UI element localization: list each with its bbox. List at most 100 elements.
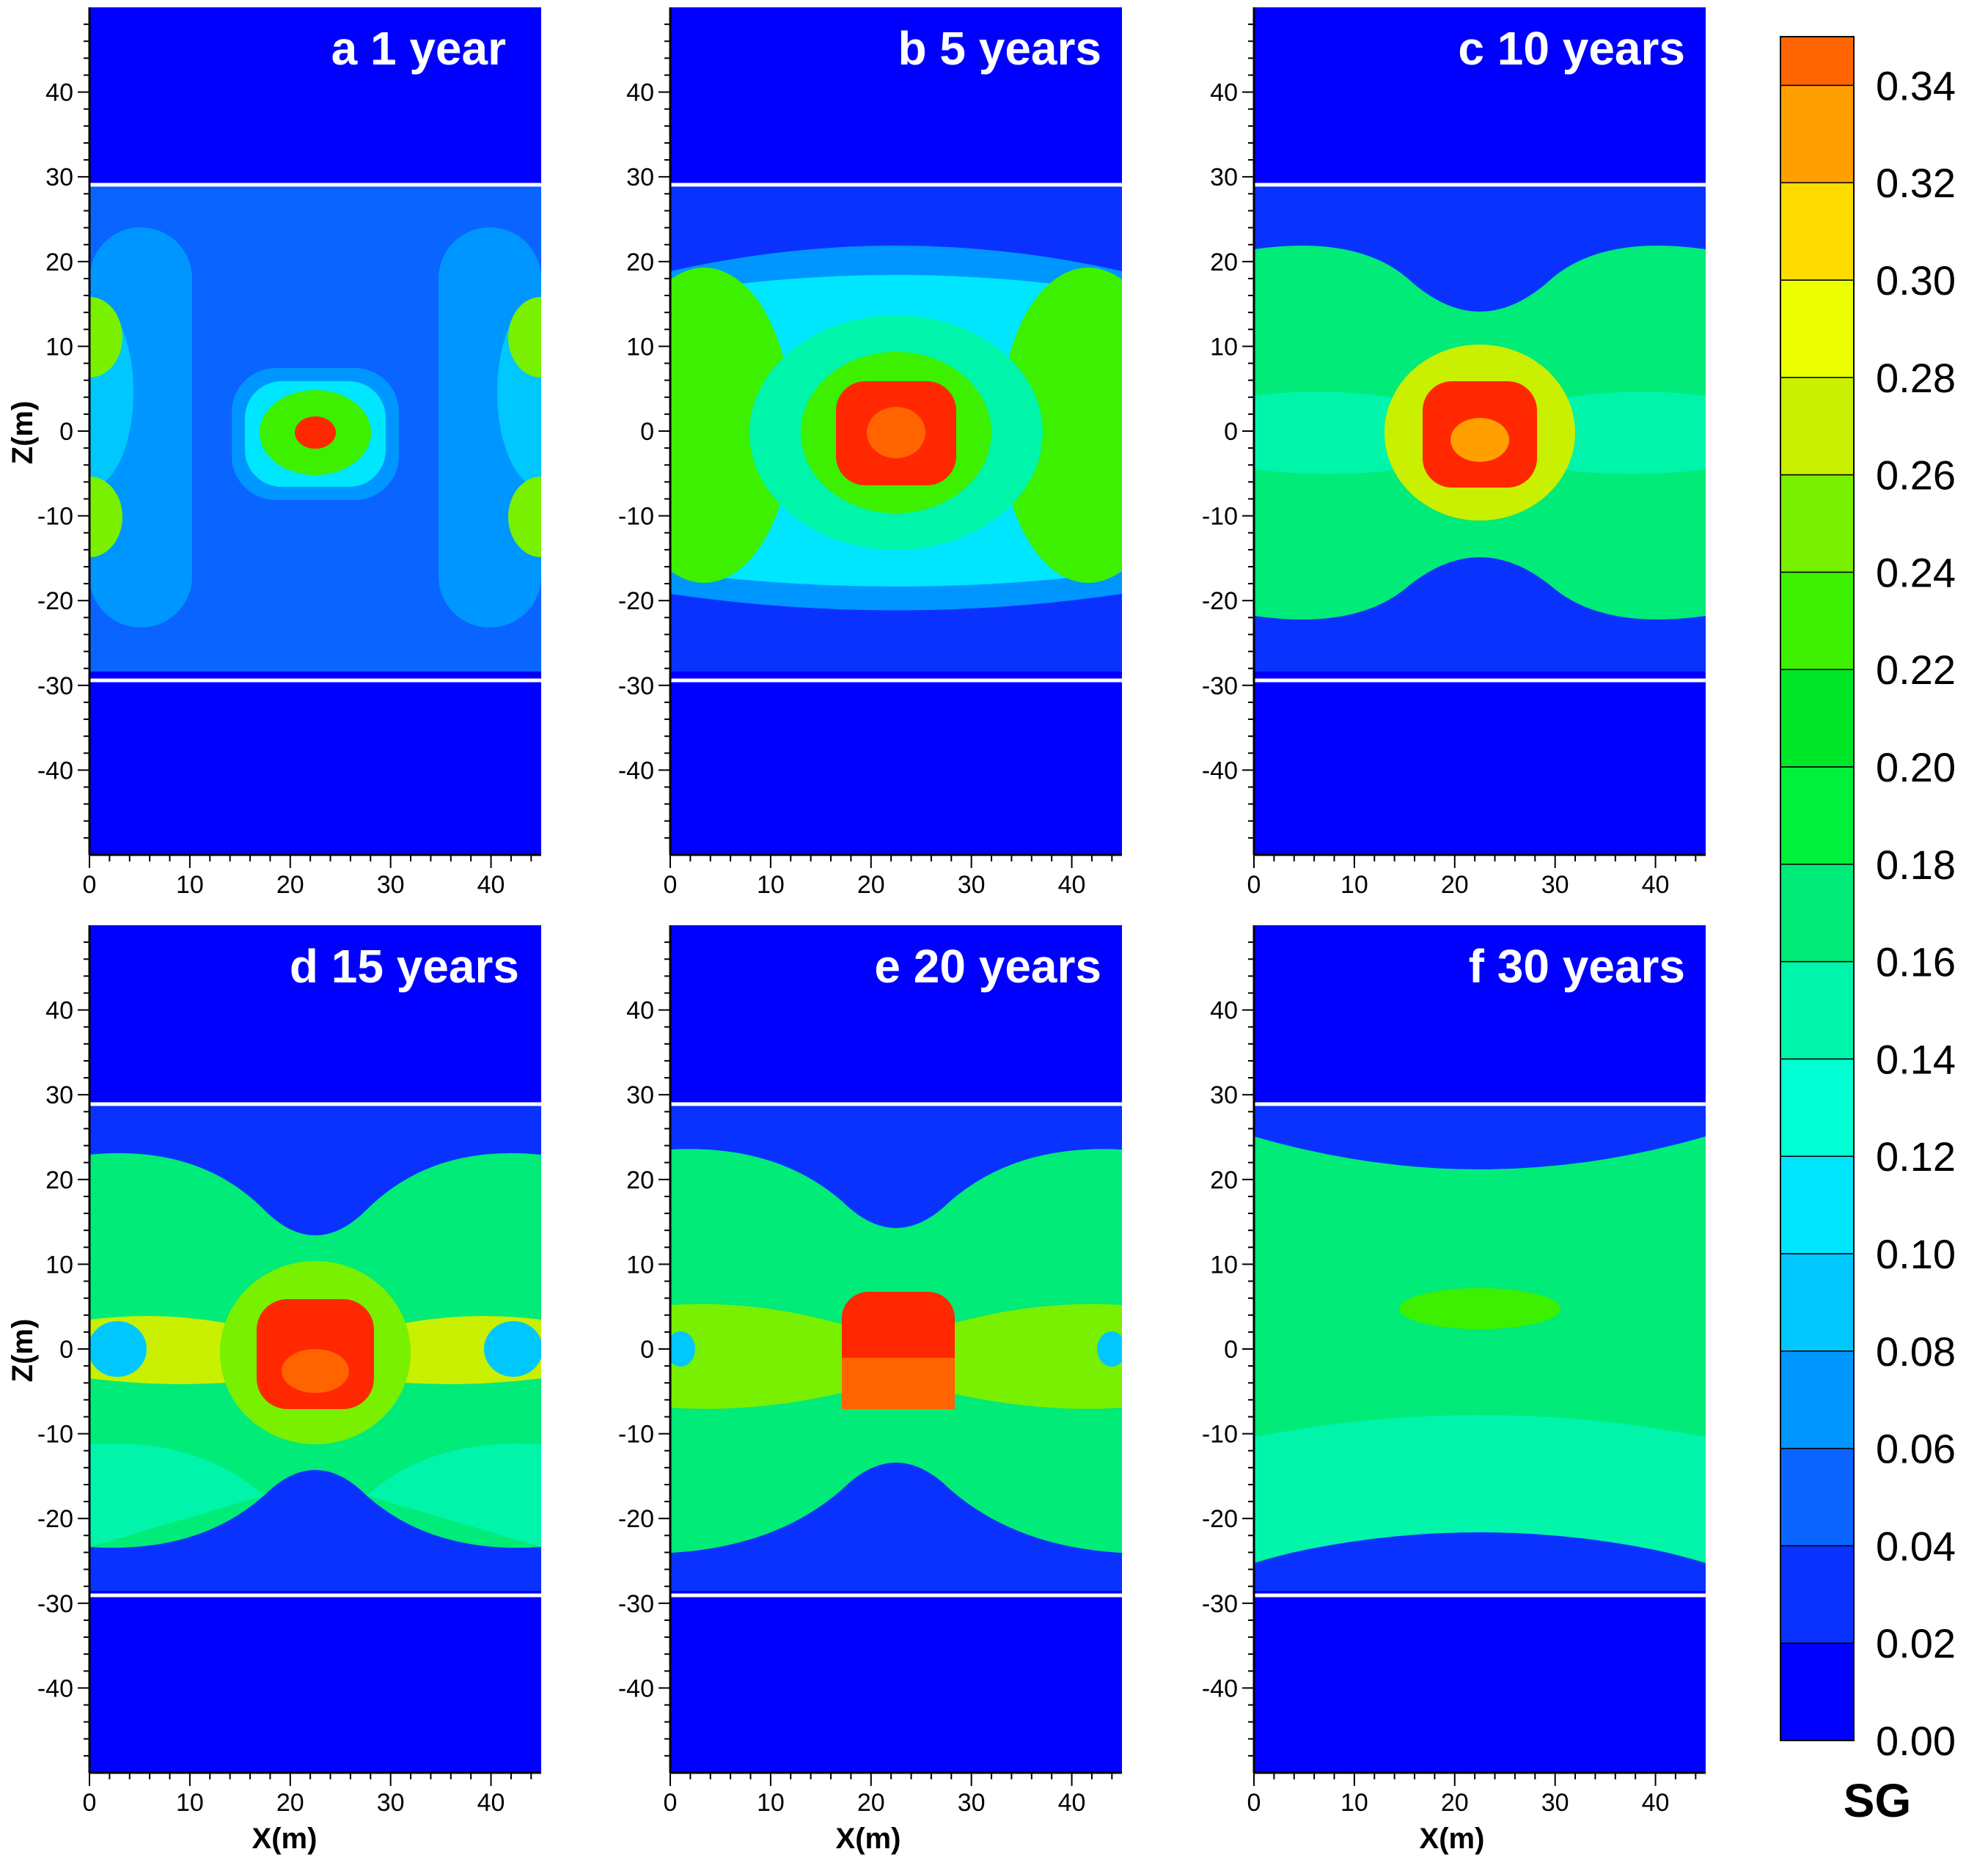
- panel-b: b 5 years: [670, 7, 1122, 855]
- y-tick-label-e: 0: [640, 1336, 654, 1364]
- y-tick-label-a: 0: [59, 418, 73, 446]
- y-tick-label-b: 20: [626, 249, 654, 276]
- colorbar-tick-label: 0.32: [1876, 160, 1956, 206]
- colorbar-tick-label: 0.14: [1876, 1036, 1956, 1082]
- x-tick-label-f: 30: [1541, 1789, 1569, 1817]
- colorbar-tick-label: 0.12: [1876, 1133, 1956, 1180]
- colorbar-tick-label: 0.08: [1876, 1328, 1956, 1375]
- y-tick-label-d: 20: [45, 1166, 73, 1194]
- contour-field-d: [89, 925, 541, 1773]
- x-tick-label-b: 30: [958, 871, 986, 899]
- y-tick-label-a: -30: [37, 672, 73, 700]
- contour-field-c: [1254, 7, 1706, 855]
- colorbar-tick-label: 0.30: [1876, 257, 1956, 304]
- x-tick-label-f: 20: [1441, 1789, 1469, 1817]
- x-tick-label-c: 20: [1441, 871, 1469, 899]
- axes-b: 0 10 20 30 40 40 30 20 10 0 -10 -20 -30 -40: [618, 7, 1122, 899]
- x-tick-label-c: 10: [1340, 871, 1368, 899]
- colorbar-band: [1780, 1155, 1855, 1254]
- x-tick-label-b: 0: [664, 871, 678, 899]
- y-tick-label-c: 20: [1210, 249, 1238, 276]
- colorbar-tick-label: 0.00: [1876, 1718, 1956, 1764]
- x-tick-label-e: 30: [958, 1789, 986, 1817]
- colorbar-tick-label: 0.22: [1876, 647, 1956, 693]
- x-tick-label-d: 20: [276, 1789, 304, 1817]
- x-tick-label-a: 30: [377, 871, 405, 899]
- y-tick-label-b: -10: [618, 503, 654, 531]
- x-tick-label-a: 20: [276, 871, 304, 899]
- y-tick-label-e: 20: [626, 1166, 654, 1194]
- y-tick-label-f: -40: [1202, 1675, 1238, 1702]
- y-tick-label-d: 0: [59, 1336, 73, 1364]
- panel-e: e 20 years: [670, 925, 1122, 1773]
- y-tick-label-e: 10: [626, 1251, 654, 1279]
- y-tick-label-b: 10: [626, 333, 654, 361]
- colorbar-band: [1780, 1545, 1855, 1644]
- colorbar-band: [1780, 279, 1855, 378]
- y-tick-label-d: 10: [45, 1251, 73, 1279]
- axes-c: 0 10 20 30 40 40 30 20 10 0 -10 -20 -30 -40: [1202, 7, 1706, 899]
- axes-a: 0 10 20 30 40 40 30 20 10 0 -10 -20 -30 -40: [37, 7, 541, 899]
- contour-field-a: [89, 7, 541, 855]
- y-tick-label-e: -10: [618, 1421, 654, 1449]
- x-tick-label-d: 10: [176, 1789, 204, 1817]
- panel-title-c: c 10 years: [1458, 22, 1685, 75]
- y-tick-label-e: -40: [618, 1675, 654, 1702]
- y-tick-label-a: 10: [45, 333, 73, 361]
- x-tick-label-e: 40: [1058, 1789, 1086, 1817]
- x-tick-label-a: 40: [477, 871, 505, 899]
- contour-field-b: [670, 7, 1122, 855]
- colorbar-band: [1780, 474, 1855, 573]
- panel-title-f: f 30 years: [1469, 940, 1685, 993]
- colorbar-band: [1780, 1350, 1855, 1449]
- y-tick-label-c: -20: [1202, 587, 1238, 615]
- colorbar-tick-label: 0.06: [1876, 1426, 1956, 1472]
- colorbar-tick-label: 0.20: [1876, 744, 1956, 790]
- y-tick-label-b: -30: [618, 672, 654, 700]
- y-tick-label-d: -20: [37, 1505, 73, 1533]
- colorbar-band: [1780, 766, 1855, 865]
- panel-title-d: d 15 years: [290, 940, 519, 993]
- y-tick-label-f: -10: [1202, 1421, 1238, 1449]
- y-tick-label-c: 30: [1210, 163, 1238, 191]
- y-tick-label-f: 0: [1224, 1336, 1238, 1364]
- x-tick-label-d: 0: [83, 1789, 97, 1817]
- x-tick-label-f: 10: [1340, 1789, 1368, 1817]
- axes-layer: 0 10 20 30 40 40 30 20 10 0 -10 -20 -30 -40 0 10 20 30 40 4…: [37, 7, 1706, 1817]
- y-tick-label-f: 20: [1210, 1166, 1238, 1194]
- x-tick-label-c: 30: [1541, 871, 1569, 899]
- colorbar-tick-label: 0.16: [1876, 939, 1956, 985]
- colorbar-band: [1780, 960, 1855, 1060]
- panel-title-e: e 20 years: [874, 940, 1101, 993]
- colorbar-tick-label: 0.18: [1876, 842, 1956, 888]
- colorbar-band: [1780, 1253, 1855, 1352]
- panel-c: c 10 years: [1254, 7, 1706, 855]
- x-tick-label-b: 40: [1058, 871, 1086, 899]
- contour-field-e: [670, 925, 1122, 1773]
- colorbar: 0.34 0.32 0.30 0.28 0.26 0.24 0.22 0.20 0.18 0.16…: [1780, 36, 1956, 1764]
- y-tick-label-b: 30: [626, 163, 654, 191]
- y-tick-label-a: -40: [37, 757, 73, 784]
- colorbar-tick-label: 0.28: [1876, 355, 1956, 401]
- y-tick-label-d: 40: [45, 997, 73, 1025]
- y-tick-label-a: 40: [45, 79, 73, 107]
- colorbar-tick-label: 0.24: [1876, 549, 1956, 595]
- y-tick-label-d: 30: [45, 1081, 73, 1109]
- contour-field-f: [1254, 925, 1706, 1773]
- colorbar-tick-label: 0.10: [1876, 1231, 1956, 1277]
- y-tick-label-e: -30: [618, 1590, 654, 1618]
- y-tick-label-f: 30: [1210, 1081, 1238, 1109]
- x-tick-label-d: 30: [377, 1789, 405, 1817]
- x-tick-label-b: 10: [757, 871, 785, 899]
- colorbar-tick-label: 0.26: [1876, 452, 1956, 499]
- colorbar-band: [1780, 1447, 1855, 1547]
- y-tick-label-f: -30: [1202, 1590, 1238, 1618]
- colorbar-band: [1780, 36, 1855, 87]
- colorbar-band: [1780, 1642, 1855, 1741]
- colorbar-band: [1780, 571, 1855, 670]
- y-tick-label-e: 40: [626, 997, 654, 1025]
- axes-d: 0 10 20 30 40 40 30 20 10 0 -10 -20 -30 -40: [37, 925, 541, 1817]
- y-tick-label-c: -30: [1202, 672, 1238, 700]
- y-tick-label-a: -10: [37, 503, 73, 531]
- panel-title-a: a 1 year: [331, 22, 506, 75]
